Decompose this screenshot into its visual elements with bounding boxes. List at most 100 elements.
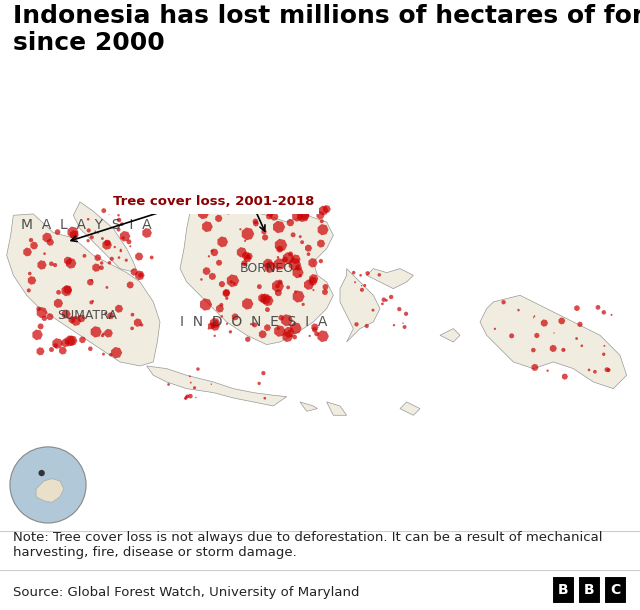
Polygon shape — [184, 398, 186, 400]
Polygon shape — [292, 267, 303, 278]
Polygon shape — [517, 309, 520, 312]
Polygon shape — [404, 312, 408, 316]
Polygon shape — [393, 324, 396, 326]
Polygon shape — [577, 321, 583, 327]
Polygon shape — [244, 255, 252, 262]
Polygon shape — [292, 335, 297, 340]
Polygon shape — [266, 214, 273, 220]
Polygon shape — [86, 239, 90, 242]
Polygon shape — [301, 303, 305, 306]
Polygon shape — [210, 318, 220, 328]
Polygon shape — [295, 264, 302, 271]
Polygon shape — [83, 254, 86, 258]
Polygon shape — [120, 231, 131, 242]
Polygon shape — [561, 348, 566, 352]
Polygon shape — [245, 337, 251, 342]
Circle shape — [38, 470, 45, 476]
Polygon shape — [200, 278, 203, 281]
Polygon shape — [47, 313, 54, 320]
Text: Indonesia has lost millions of hectares of forest
since 2000: Indonesia has lost millions of hectares … — [13, 4, 640, 56]
Polygon shape — [278, 315, 284, 321]
Polygon shape — [277, 327, 280, 330]
Polygon shape — [250, 323, 252, 325]
Polygon shape — [211, 248, 218, 256]
Polygon shape — [195, 396, 196, 398]
Polygon shape — [242, 252, 250, 260]
Polygon shape — [290, 322, 301, 334]
Polygon shape — [308, 277, 317, 285]
Polygon shape — [64, 257, 72, 265]
Polygon shape — [278, 279, 283, 285]
Polygon shape — [55, 229, 61, 235]
Polygon shape — [397, 307, 401, 311]
Polygon shape — [230, 280, 233, 284]
Polygon shape — [219, 281, 225, 287]
Polygon shape — [319, 259, 323, 264]
Polygon shape — [361, 285, 362, 287]
Polygon shape — [67, 336, 77, 346]
Polygon shape — [317, 211, 324, 220]
Circle shape — [10, 447, 86, 523]
Polygon shape — [88, 346, 93, 351]
Polygon shape — [38, 260, 47, 270]
Polygon shape — [54, 299, 63, 308]
Polygon shape — [95, 231, 96, 232]
Polygon shape — [259, 330, 267, 339]
Polygon shape — [92, 264, 100, 272]
Polygon shape — [208, 255, 210, 257]
Polygon shape — [186, 395, 188, 398]
Polygon shape — [239, 228, 242, 231]
Polygon shape — [71, 316, 81, 326]
Polygon shape — [134, 318, 142, 327]
Polygon shape — [140, 323, 143, 327]
Polygon shape — [42, 315, 47, 321]
Polygon shape — [97, 232, 99, 234]
Polygon shape — [257, 382, 261, 385]
Polygon shape — [323, 284, 328, 290]
Polygon shape — [36, 347, 45, 356]
Polygon shape — [275, 239, 287, 251]
Polygon shape — [266, 208, 268, 211]
Polygon shape — [208, 322, 215, 329]
Polygon shape — [131, 268, 138, 276]
Polygon shape — [216, 260, 222, 266]
Polygon shape — [389, 295, 394, 300]
Polygon shape — [135, 253, 143, 260]
Polygon shape — [28, 276, 36, 285]
Polygon shape — [264, 396, 266, 400]
Polygon shape — [120, 249, 122, 253]
Polygon shape — [275, 284, 280, 289]
Polygon shape — [299, 235, 302, 239]
Polygon shape — [270, 212, 278, 221]
Polygon shape — [259, 293, 267, 303]
Polygon shape — [534, 315, 536, 317]
Polygon shape — [104, 312, 107, 315]
Polygon shape — [92, 300, 94, 303]
Polygon shape — [87, 279, 94, 285]
Polygon shape — [211, 384, 212, 385]
Polygon shape — [288, 251, 293, 256]
Polygon shape — [367, 268, 413, 289]
Polygon shape — [95, 254, 101, 261]
Polygon shape — [588, 368, 591, 371]
Polygon shape — [246, 253, 253, 260]
Polygon shape — [108, 312, 114, 320]
Polygon shape — [74, 202, 136, 271]
Polygon shape — [27, 289, 31, 293]
Polygon shape — [385, 299, 388, 302]
Polygon shape — [193, 386, 196, 389]
Polygon shape — [534, 333, 540, 338]
Polygon shape — [122, 236, 125, 240]
FancyBboxPatch shape — [578, 576, 601, 605]
Polygon shape — [127, 239, 132, 245]
Polygon shape — [261, 371, 266, 375]
Polygon shape — [381, 303, 384, 305]
Polygon shape — [287, 219, 294, 226]
Polygon shape — [67, 226, 79, 238]
Polygon shape — [263, 295, 273, 306]
Polygon shape — [317, 240, 325, 248]
Polygon shape — [262, 234, 268, 241]
Polygon shape — [237, 247, 247, 257]
Polygon shape — [283, 253, 294, 264]
Polygon shape — [180, 195, 333, 345]
